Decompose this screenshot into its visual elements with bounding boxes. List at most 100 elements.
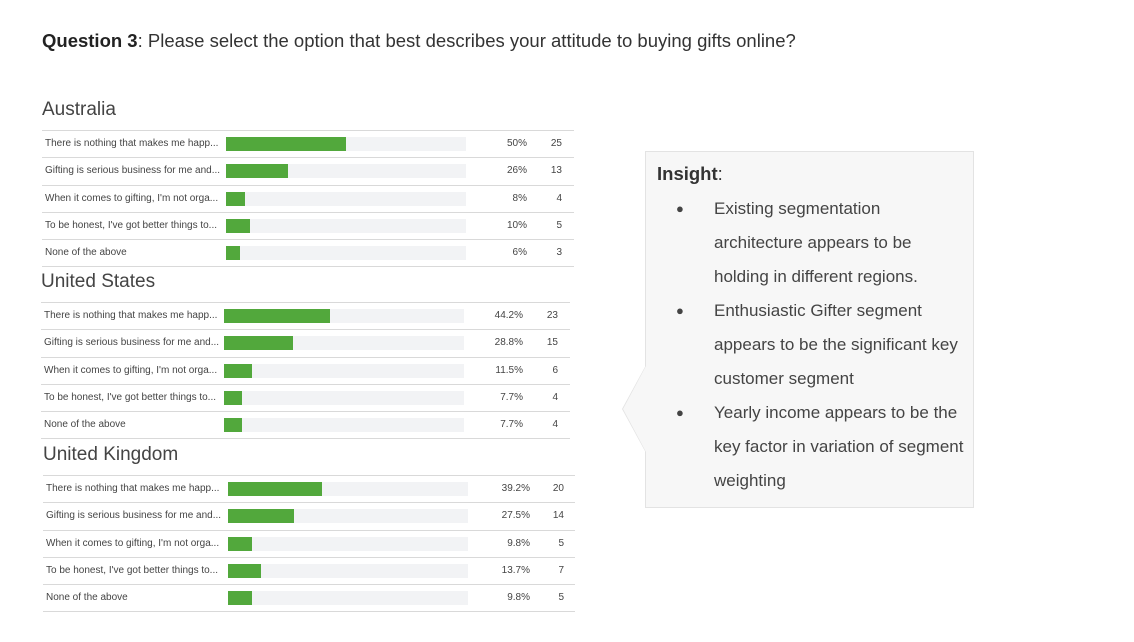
insight-title: Insight: [657, 163, 723, 185]
insight-list: ● Existing segmentation architecture appe… [646, 192, 975, 498]
bullet-dot-icon: ● [676, 201, 684, 216]
percent-label: 6% [512, 247, 527, 259]
answer-row: None of the above 9.8% 5 [43, 585, 575, 613]
percent-label: 39.2% [501, 483, 530, 494]
answer-label: None of the above [45, 247, 127, 259]
bar-track [224, 363, 464, 378]
count-label: 4 [552, 391, 558, 403]
percent-label: 7.7% [500, 391, 523, 403]
count-label: 6 [552, 364, 558, 376]
bar [228, 482, 323, 496]
count-label: 23 [546, 310, 558, 321]
percent-label: 8% [512, 192, 527, 204]
bar-track [228, 509, 468, 524]
answer-label: Gifting is serious business for me and..… [44, 337, 220, 349]
answer-label: None of the above [46, 592, 128, 604]
percent-label: 7.7% [500, 419, 523, 431]
answer-label: To be honest, I've got better things to.… [44, 391, 217, 403]
answer-row: There is nothing that makes me happ... 50… [42, 131, 574, 159]
count-label: 20 [552, 483, 564, 494]
count-label: 13 [550, 165, 562, 177]
bar [228, 563, 261, 578]
answer-row: To be honest, I've got better things to.… [42, 213, 574, 241]
bullet-dot-icon: ● [676, 303, 684, 318]
answer-rows: There is nothing that makes me happ... 44… [41, 302, 570, 440]
answer-label: There is nothing that makes me happ... [45, 138, 219, 149]
count-label: 5 [558, 537, 564, 549]
bar [228, 591, 252, 606]
percent-label: 44.2% [494, 310, 523, 321]
bar-track [224, 336, 464, 351]
answer-label: To be honest, I've got better things to.… [46, 564, 219, 576]
insight-bullet-text: Existing segmentation architecture appea… [714, 199, 918, 286]
insight-bullet: ● Enthusiastic Gifter segment appears to … [646, 294, 975, 396]
answer-row: When it comes to gifting, I'm not orga..… [43, 531, 575, 558]
bar-track [226, 246, 466, 261]
bar-track [224, 390, 464, 405]
region-title: United States [41, 271, 156, 292]
region-title: United Kingdom [43, 444, 179, 465]
answer-label: None of the above [44, 419, 126, 431]
percent-label: 13.7% [501, 564, 530, 576]
percent-label: 9.8% [507, 537, 530, 549]
bar [226, 246, 241, 261]
question-heading: Question 3: Please select the option tha… [42, 30, 796, 52]
answer-row: When it comes to gifting, I'm not orga..… [42, 186, 574, 213]
answer-label: Gifting is serious business for me and..… [45, 165, 221, 177]
question-text: : Please select the option that best des… [137, 30, 796, 51]
percent-label: 26% [506, 165, 527, 177]
percent-label: 27.5% [501, 510, 530, 522]
bar-track [226, 164, 466, 179]
insight-bullet-text: Yearly income appears to be the key fact… [714, 403, 964, 490]
answer-label: To be honest, I've got better things to.… [45, 219, 218, 231]
bar-track [226, 218, 466, 233]
answer-label: There is nothing that makes me happ... [44, 310, 218, 321]
insight-bullet-text: Enthusiastic Gifter segment appears to b… [714, 301, 958, 388]
insight-bullet: ● Existing segmentation architecture appe… [646, 192, 975, 294]
count-label: 25 [550, 138, 562, 149]
count-label: 4 [552, 419, 558, 431]
count-label: 5 [558, 592, 564, 604]
bar-track [228, 591, 468, 606]
answer-row: None of the above 7.7% 4 [41, 412, 570, 440]
count-label: 3 [556, 247, 562, 259]
bullet-dot-icon: ● [676, 405, 684, 420]
bar-track [228, 536, 468, 551]
percent-label: 11.5% [495, 364, 523, 376]
region-chart: United States There is nothing that makes… [41, 270, 570, 440]
count-label: 15 [546, 337, 558, 349]
bar [228, 509, 294, 524]
answer-row: When it comes to gifting, I'm not orga..… [41, 358, 570, 385]
insight-bullet: ● Yearly income appears to be the key fac… [646, 396, 975, 498]
insight-pointer [622, 365, 646, 453]
count-label: 4 [556, 192, 562, 204]
answer-row: To be honest, I've got better things to.… [41, 385, 570, 413]
answer-rows: There is nothing that makes me happ... 39… [43, 475, 575, 613]
insight-title-label: Insight [657, 163, 718, 184]
answer-row: To be honest, I've got better things to.… [43, 558, 575, 586]
bar [228, 536, 252, 551]
answer-row: None of the above 6% 3 [42, 240, 574, 268]
answer-row: Gifting is serious business for me and..… [43, 503, 575, 531]
answer-row: There is nothing that makes me happ... 39… [43, 476, 575, 504]
bar-track [224, 418, 464, 433]
bar [224, 363, 252, 378]
bar [226, 137, 346, 151]
percent-label: 9.8% [507, 592, 530, 604]
region-chart: Australia There is nothing that makes me … [42, 98, 574, 268]
percent-label: 50% [506, 138, 527, 149]
count-label: 5 [556, 219, 562, 231]
region-title: Australia [42, 99, 116, 120]
answer-label: When it comes to gifting, I'm not orga..… [44, 364, 218, 376]
bar [226, 218, 250, 233]
answer-rows: There is nothing that makes me happ... 50… [42, 130, 574, 268]
count-label: 7 [558, 564, 564, 576]
bar-track [224, 309, 464, 323]
count-label: 14 [552, 510, 564, 522]
answer-label: There is nothing that makes me happ... [46, 483, 220, 494]
answer-label: When it comes to gifting, I'm not orga..… [45, 192, 219, 204]
bar-track [226, 191, 466, 206]
bar [224, 309, 331, 323]
bar [224, 390, 243, 405]
question-number: Question 3 [42, 30, 138, 51]
